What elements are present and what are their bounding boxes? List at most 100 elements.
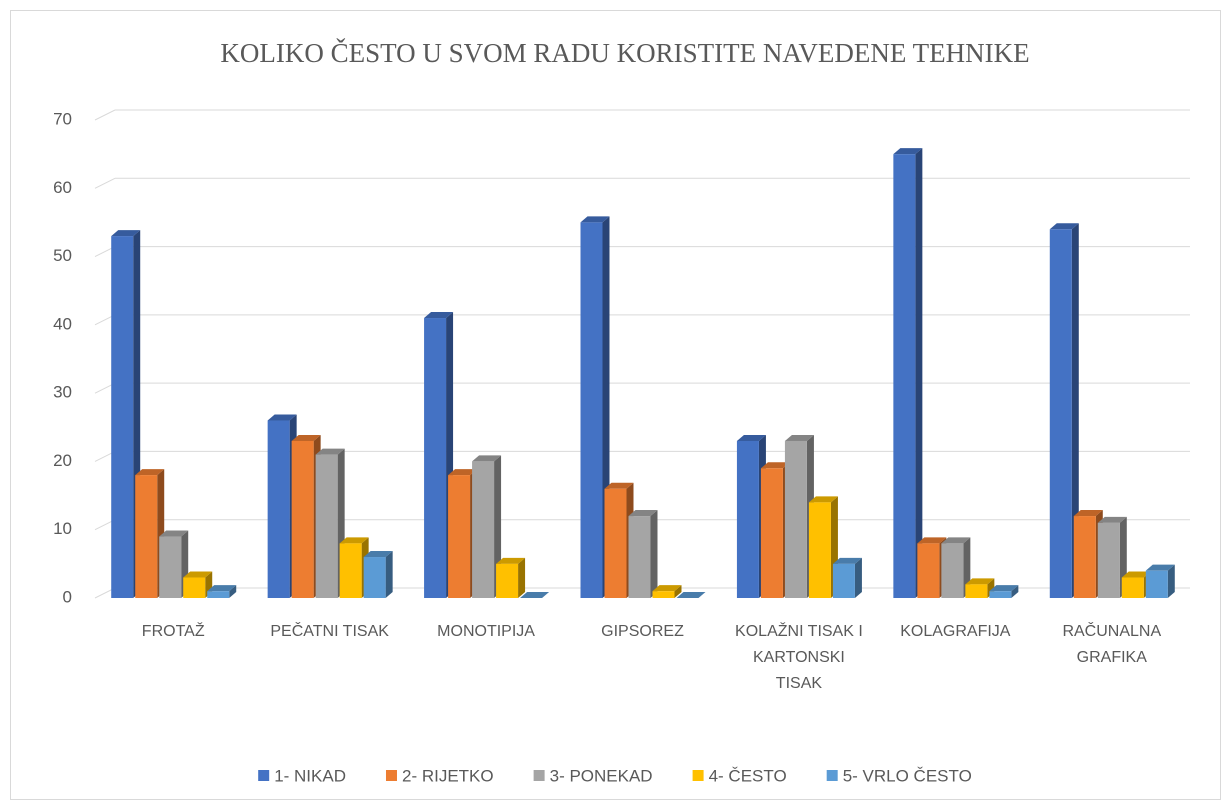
legend-swatch <box>533 770 545 781</box>
bar-top <box>832 557 862 564</box>
bar-front <box>159 536 182 598</box>
bar-top <box>448 469 478 476</box>
bar <box>207 585 237 598</box>
bar-front <box>736 440 759 598</box>
bar-front <box>580 222 603 598</box>
bar <box>315 448 345 598</box>
bar-top <box>496 557 526 564</box>
bar <box>520 592 550 598</box>
chart-title: KOLIKO ČESTO U SVOM RADU KORISTITE NAVED… <box>220 38 1029 68</box>
bar-front <box>941 543 964 598</box>
bar-top <box>1049 223 1079 230</box>
bar-top <box>472 455 502 462</box>
grid-line-depth <box>94 177 116 189</box>
y-tick-label: 70 <box>53 109 72 128</box>
bar-top <box>652 585 682 592</box>
y-tick-label: 60 <box>53 178 72 197</box>
bar-front <box>808 502 831 598</box>
bar-top <box>917 537 947 544</box>
bar <box>676 592 706 598</box>
bar-top <box>893 148 923 155</box>
bar-side <box>385 551 393 598</box>
legend-swatch <box>385 770 397 781</box>
bar-front <box>832 563 855 598</box>
x-tick-label-box: MONOTIPIJA <box>437 623 535 640</box>
bar-top <box>291 434 321 441</box>
bar-front <box>652 591 675 598</box>
bar-top <box>339 537 369 544</box>
bar-top <box>1121 571 1151 578</box>
bar-top <box>676 592 706 598</box>
bar-top <box>111 230 141 237</box>
x-tick-label: KOLAŽNI TISAK I KARTONSKI TISAK <box>735 623 863 692</box>
legend-swatch <box>258 770 270 781</box>
bar-top <box>315 448 345 455</box>
x-tick-label: MONOTIPIJA <box>437 623 535 640</box>
bar-top <box>580 216 610 223</box>
bar <box>628 510 658 598</box>
x-tick-label: FROTAŽ <box>141 623 205 640</box>
bar <box>1145 564 1175 598</box>
bar <box>363 551 393 598</box>
bar-top <box>1097 516 1127 523</box>
bar-top <box>424 312 454 319</box>
bar-side <box>1167 564 1175 598</box>
bar-top <box>207 585 237 592</box>
bar-top <box>363 551 393 558</box>
legend-label: 2- RIJETKO <box>402 766 494 785</box>
bar-side <box>1011 585 1019 598</box>
bar-side <box>1071 223 1079 598</box>
bar-top <box>159 530 189 537</box>
bar-top <box>760 462 790 469</box>
bar-front <box>917 543 940 598</box>
y-tick-label: 50 <box>53 246 72 265</box>
bar-top <box>965 578 995 585</box>
x-tick-label-box: KOLAŽNI TISAK I KARTONSKI TISAK <box>735 623 863 692</box>
bar-front <box>448 475 471 598</box>
bar-front <box>1121 577 1144 598</box>
bar-front <box>604 488 627 598</box>
bar <box>496 557 526 598</box>
chart-frame <box>10 10 1221 800</box>
bar-side <box>518 557 526 598</box>
bar <box>183 571 213 598</box>
bar <box>893 148 923 598</box>
bar-side <box>650 510 658 598</box>
bar-front <box>363 557 386 598</box>
bar <box>832 557 862 598</box>
bar-side <box>674 585 682 598</box>
bar-top <box>989 585 1019 592</box>
legend-label: 5- VRLO ČESTO <box>843 766 972 785</box>
bar-front <box>424 318 447 598</box>
bar-top <box>604 482 634 489</box>
legend-label: 1- NIKAD <box>274 766 346 785</box>
bar-side <box>854 557 862 598</box>
bar-front <box>111 236 134 599</box>
bar-front <box>135 475 158 598</box>
legend-swatch <box>826 770 838 781</box>
bar <box>1049 223 1079 598</box>
bar-front <box>784 440 807 598</box>
y-tick-label: 0 <box>63 587 72 606</box>
legend-label: 3- PONEKAD <box>550 766 653 785</box>
x-tick-label-box: GIPSOREZ <box>601 623 684 640</box>
bar-front <box>315 454 338 598</box>
bar-top <box>1073 510 1103 517</box>
x-tick-label: RAČUNALNA GRAFIKA <box>1062 623 1162 666</box>
bar-front <box>472 461 495 598</box>
bar-top <box>520 592 550 598</box>
bar <box>652 585 682 598</box>
grid-line-depth <box>94 109 116 121</box>
bar <box>159 530 189 598</box>
y-tick-label: 10 <box>53 519 72 538</box>
bar-side <box>915 148 923 598</box>
bar <box>989 585 1019 598</box>
bar-top <box>736 434 766 441</box>
bar-front <box>1097 522 1120 598</box>
bar-front <box>628 516 651 598</box>
bar-front <box>1145 570 1168 598</box>
x-tick-label: PEČATNI TISAK <box>270 623 389 640</box>
x-tick-label-box: FROTAŽ <box>141 623 205 640</box>
legend-label: 4- ČESTO <box>709 766 787 785</box>
